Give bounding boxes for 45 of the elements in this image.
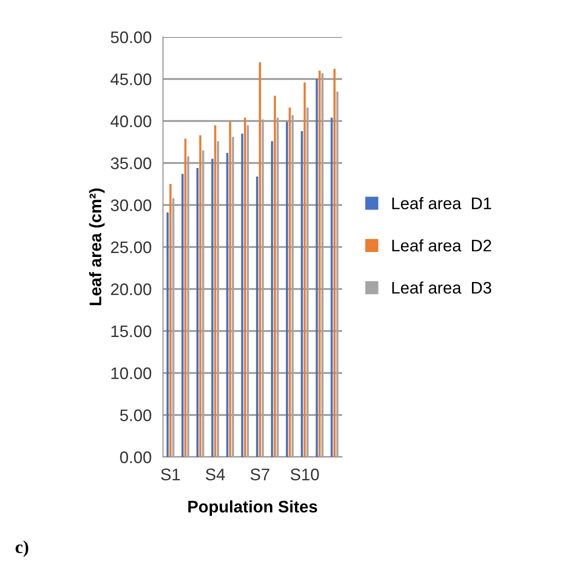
y-tick-label: 0.00	[120, 451, 152, 464]
bar	[199, 135, 202, 457]
bar	[241, 134, 244, 457]
bar	[244, 118, 246, 457]
x-tick-label: S4	[206, 468, 225, 480]
x-tick-label: S1	[161, 468, 180, 480]
bar	[304, 82, 306, 457]
y-tick-label: 35.00	[110, 157, 152, 170]
bar	[274, 96, 276, 457]
bar	[333, 68, 336, 457]
bar	[211, 158, 214, 457]
y-axis-title: Leaf area (cm²)	[89, 188, 105, 306]
y-tick-label: 10.00	[111, 367, 152, 380]
bar	[214, 125, 216, 457]
bar	[316, 79, 318, 457]
x-tick-label: S7	[250, 468, 270, 480]
bar	[196, 168, 199, 457]
legend-label: Leaf area D1	[392, 197, 492, 210]
y-tick-label: 30.00	[110, 199, 152, 212]
y-tick-label: 45.00	[110, 73, 152, 86]
bar	[318, 70, 321, 457]
bar	[288, 108, 291, 457]
bar	[169, 184, 172, 457]
bar	[226, 152, 228, 457]
y-tick-label: 40.00	[110, 115, 152, 128]
bar	[256, 176, 258, 457]
bar	[286, 122, 288, 457]
legend-label: Leaf area D2	[392, 239, 492, 252]
x-tick-label: S10	[290, 468, 319, 480]
y-tick-label: 15.00	[111, 325, 152, 338]
text: c)	[16, 540, 28, 557]
bar	[270, 141, 274, 457]
bar	[166, 212, 169, 457]
x-axis-title: Population Sites	[188, 500, 318, 516]
bar	[229, 122, 232, 457]
bar	[184, 138, 186, 457]
y-tick-label: 5.00	[120, 409, 152, 422]
bar	[181, 174, 184, 457]
bar	[258, 62, 262, 457]
legend-label: Leaf area D3	[392, 281, 492, 294]
y-tick-label: 25.00	[111, 241, 152, 254]
y-tick-label: 50.00	[110, 31, 152, 44]
bar	[330, 118, 333, 457]
bar	[300, 131, 303, 457]
y-tick-label: 20.00	[111, 283, 152, 296]
